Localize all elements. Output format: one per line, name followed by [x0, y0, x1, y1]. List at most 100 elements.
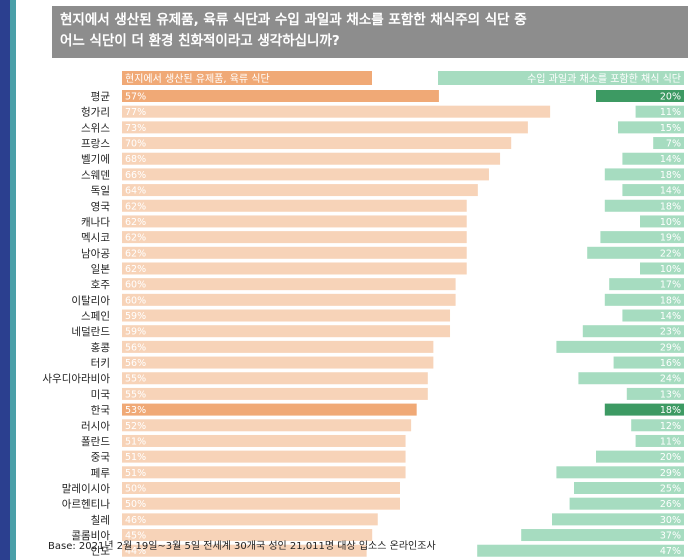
left-bar-value-label: 57%: [125, 92, 146, 103]
category-label: 독일: [91, 184, 110, 197]
left-accent-bar: [0, 0, 10, 560]
right-bar-value-label: 11%: [660, 436, 681, 447]
right-bar-value-label: 12%: [660, 421, 681, 432]
right-bar: [582, 325, 684, 338]
right-bar: [609, 278, 684, 291]
right-bar-value-label: 15%: [660, 123, 681, 134]
right-bar: [556, 466, 684, 479]
left-bar-value-label: 59%: [125, 311, 146, 322]
right-bar: [587, 246, 684, 259]
category-label: 남아공: [81, 248, 110, 260]
left-bar: [122, 215, 467, 228]
left-bar: [122, 90, 439, 102]
right-bar-value-label: 26%: [660, 499, 681, 510]
category-label: 중국: [91, 452, 111, 464]
left-bar: [122, 372, 428, 385]
left-bar: [122, 450, 406, 463]
right-bar-value-label: 11%: [660, 107, 681, 118]
category-label: 이탈리아: [71, 294, 110, 307]
left-bar-value-label: 52%: [125, 421, 146, 432]
right-bar-value-label: 17%: [660, 280, 681, 291]
right-bar-value-label: 23%: [660, 327, 681, 338]
left-bar: [122, 419, 412, 432]
right-bar: [552, 513, 684, 526]
left-bar-value-label: 73%: [125, 123, 146, 134]
right-bar: [622, 309, 684, 322]
right-bar: [596, 450, 684, 463]
legend-left-label: 현지에서 생산된 유제품, 육류 식단: [125, 73, 270, 85]
right-bar-value-label: 22%: [660, 248, 681, 259]
right-bar: [604, 168, 684, 181]
left-bar: [122, 403, 417, 416]
right-bar: [631, 419, 684, 432]
left-bar-value-label: 55%: [125, 374, 146, 385]
left-bar-value-label: 44%: [125, 546, 146, 557]
right-bar-value-label: 24%: [660, 374, 681, 385]
left-bar: [122, 513, 378, 526]
right-bar: [622, 152, 684, 165]
right-bar-value-label: 19%: [660, 233, 681, 244]
category-label: 인도: [91, 546, 111, 558]
left-bar-value-label: 46%: [125, 515, 146, 526]
right-bar-value-label: 7%: [666, 139, 681, 150]
legend-left-swatch: [122, 71, 372, 85]
category-label: 멕시코: [81, 232, 110, 244]
right-bar-value-label: 37%: [660, 531, 681, 542]
right-bar-value-label: 10%: [660, 217, 681, 228]
left-bar-value-label: 59%: [125, 327, 146, 338]
left-accent-stripe: [10, 0, 16, 560]
right-bar: [556, 340, 684, 353]
left-bar: [122, 293, 456, 306]
left-bar: [122, 199, 467, 212]
right-bar: [596, 90, 684, 102]
left-bar-value-label: 62%: [125, 248, 146, 259]
left-bar-value-label: 62%: [125, 233, 146, 244]
right-bar: [600, 231, 684, 244]
left-bar: [122, 482, 400, 494]
chart-title-line-1: 현지에서 생산된 유제품, 육류 식단과 수입 과일과 채소를 포함한 채식주의…: [60, 12, 527, 28]
right-bar-value-label: 18%: [660, 170, 681, 181]
category-label: 아르헨티나: [62, 499, 111, 511]
category-label: 네덜란드: [71, 326, 110, 338]
category-label: 폴란드: [81, 436, 110, 448]
category-label: 일본: [91, 262, 111, 275]
left-bar: [122, 137, 512, 150]
left-bar-value-label: 60%: [125, 295, 146, 306]
left-bar-value-label: 62%: [125, 217, 146, 228]
left-bar-value-label: 66%: [125, 170, 146, 181]
right-bar: [653, 137, 684, 150]
left-bar: [122, 105, 551, 118]
right-bar-value-label: 18%: [660, 295, 681, 306]
right-bar-value-label: 10%: [660, 264, 681, 275]
right-bar-value-label: 29%: [660, 468, 681, 479]
right-bar: [578, 372, 684, 385]
left-bar-value-label: 62%: [125, 264, 146, 275]
left-bar: [122, 497, 400, 510]
right-bar: [521, 529, 684, 542]
left-bar: [122, 231, 467, 244]
right-bar: [635, 105, 684, 118]
category-label: 러시아: [81, 420, 110, 432]
category-label: 영국: [91, 201, 111, 213]
left-bar-value-label: 50%: [125, 484, 146, 495]
category-label: 호주: [91, 279, 111, 291]
category-label: 벨기에: [81, 154, 110, 166]
left-bar-value-label: 56%: [125, 342, 146, 353]
right-bar: [574, 482, 684, 494]
right-bar: [640, 215, 684, 228]
category-label: 콜롬비아: [71, 530, 110, 542]
left-bar-value-label: 51%: [125, 468, 146, 479]
right-bar: [569, 497, 684, 510]
right-bar-value-label: 13%: [660, 389, 681, 400]
left-bar: [122, 152, 501, 165]
right-bar: [622, 184, 684, 197]
left-bar-value-label: 77%: [125, 107, 146, 118]
left-bar-value-label: 56%: [125, 358, 146, 369]
left-bar: [122, 309, 451, 322]
left-bar: [122, 278, 456, 291]
right-bar-value-label: 14%: [660, 186, 681, 197]
right-bar-value-label: 20%: [660, 452, 681, 463]
left-bar: [122, 168, 489, 181]
left-bar: [122, 121, 528, 134]
left-bar-value-label: 70%: [125, 139, 146, 150]
